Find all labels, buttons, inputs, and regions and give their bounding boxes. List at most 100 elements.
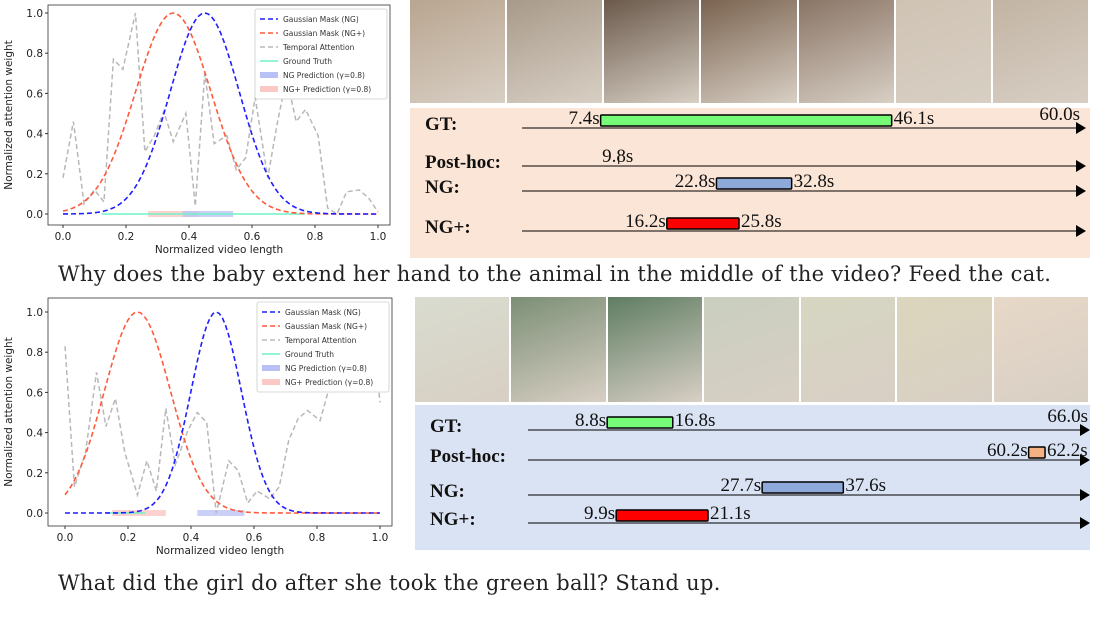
ng-prediction-span — [197, 510, 245, 516]
segment-bar — [761, 481, 845, 494]
temporal-attention-line — [62, 12, 379, 216]
segment-bar — [615, 509, 709, 522]
x-tick-label: 0.8 — [309, 532, 326, 544]
legend-label: NG+ Prediction (γ=0.8) — [285, 378, 373, 387]
legend-label: NG Prediction (γ=0.8) — [283, 71, 365, 80]
end-time-label: 62.2s — [1047, 440, 1088, 461]
caption-1: Why does the baby extend her hand to the… — [58, 262, 1052, 286]
x-tick-label: 0.4 — [181, 231, 198, 243]
gaussian-mask-ng-line — [62, 12, 379, 215]
axis-arrow-icon — [1080, 489, 1090, 501]
axis-arrow-icon — [1076, 185, 1086, 197]
video-frame — [701, 0, 797, 103]
video-frame — [410, 0, 506, 103]
start-time-label: 9.9s — [584, 503, 615, 524]
y-axis-label: Normalized attention weight — [3, 337, 15, 487]
row-label: GT: — [425, 114, 457, 135]
start-time-label: 22.8s — [675, 171, 716, 192]
x-tick-label: 0.0 — [57, 532, 74, 544]
legend-label: Gaussian Mask (NG+) — [285, 322, 367, 331]
video-duration-label: 60.0s — [1039, 104, 1080, 125]
legend-label: Temporal Attention — [284, 336, 357, 345]
x-tick-label: 0.6 — [246, 532, 263, 544]
video-frame — [415, 297, 510, 402]
legend-label: NG+ Prediction (γ=0.8) — [283, 85, 371, 94]
legend-label: NG Prediction (γ=0.8) — [285, 364, 367, 373]
x-tick-label: 0.6 — [244, 231, 261, 243]
legend-box — [256, 301, 390, 393]
y-tick-label: 0.0 — [26, 508, 43, 520]
timeline-background — [415, 405, 1090, 550]
legend-swatch — [262, 365, 280, 371]
row-label: NG+: — [425, 217, 471, 238]
y-tick-label: 1.0 — [26, 8, 43, 20]
x-tick-label: 0.0 — [55, 231, 72, 243]
plot-frame — [47, 4, 391, 226]
caption-2: What did the girl do after she took the … — [58, 571, 721, 595]
x-axis-label: Normalized video length — [155, 244, 283, 256]
start-time-label: 27.7s — [720, 475, 761, 496]
x-tick-label: 1.0 — [372, 532, 389, 544]
end-time-label: 37.6s — [845, 475, 886, 496]
axis-arrow-icon — [1080, 517, 1090, 529]
segment-bar — [666, 217, 740, 230]
start-time-label: 16.2s — [625, 211, 666, 232]
temporal-attention-line — [64, 311, 381, 514]
y-tick-label: 0.6 — [26, 387, 43, 399]
video-frame — [511, 297, 606, 402]
x-tick-label: 0.2 — [120, 532, 137, 544]
video-frame — [607, 297, 703, 402]
end-time-label: 46.1s — [894, 108, 935, 129]
y-tick-label: 0.8 — [26, 347, 43, 359]
legend-label: Ground Truth — [283, 57, 332, 66]
y-tick-label: 0.8 — [26, 48, 43, 60]
y-axis-label: Normalized attention weight — [3, 40, 15, 190]
legend-swatch — [260, 86, 278, 92]
row-label: Post-hoc: — [430, 446, 506, 467]
legend-box — [254, 8, 388, 100]
start-time-label: 7.4s — [568, 108, 599, 129]
row-label: NG: — [430, 481, 465, 502]
end-time-label: 32.8s — [794, 171, 835, 192]
video-frame — [704, 297, 799, 402]
row-label: NG+: — [430, 509, 476, 530]
segment-bar — [599, 114, 893, 127]
video-frame — [895, 0, 991, 103]
y-tick-label: 1.0 — [26, 307, 43, 319]
legend-swatch — [262, 379, 280, 385]
y-tick-label: 0.6 — [26, 88, 43, 100]
timeline-panel-2: GT: 8.8s 16.8s 66.0s Post-hoc: 60.2s 62.2s NG: 2… — [415, 405, 1090, 550]
legend-swatch — [260, 72, 278, 78]
video-frame — [800, 297, 896, 402]
chart-2: 0.0 0.2 0.4 0.6 0.8 1.0 0.0 0.2 0.4 0.6 0.8 1.0 Norm… — [3, 297, 393, 557]
axis-arrow-icon — [1080, 424, 1090, 436]
x-tick-label: 0.4 — [183, 532, 200, 544]
row-label: NG: — [425, 177, 460, 198]
timeline-panel-1: GT: 7.4s 46.1s 60.0s Post-hoc: 9.8s NG: 22.8s 32… — [410, 104, 1090, 258]
segment-bar — [606, 416, 674, 429]
video-frame — [507, 0, 603, 103]
x-tick-label: 0.2 — [118, 231, 135, 243]
start-time-label: 60.2s — [987, 440, 1028, 461]
legend-label: Gaussian Mask (NG) — [283, 15, 359, 24]
chart-1: 0.0 0.2 0.4 0.6 0.8 1.0 0.0 0.2 0.4 0.6 0.8 1.0 Norm… — [3, 4, 391, 256]
gaussian-mask-ng-line — [65, 311, 380, 514]
segment-bar — [715, 177, 793, 190]
legend-label: Gaussian Mask (NG+) — [283, 29, 365, 38]
row-label: GT: — [430, 416, 462, 437]
plot-frame — [47, 297, 393, 527]
x-tick-label: 1.0 — [370, 231, 387, 243]
end-time-label: 16.8s — [675, 410, 716, 431]
gaussian-mask-ngplus-line — [64, 311, 380, 514]
segment-bar — [1027, 446, 1046, 459]
legend-label: Gaussian Mask (NG) — [285, 308, 361, 317]
video-duration-label: 66.0s — [1047, 406, 1088, 427]
row-label: Post-hoc: — [425, 152, 501, 173]
start-time-label: 8.8s — [575, 410, 606, 431]
axis-arrow-icon — [1076, 160, 1086, 172]
legend-label: Ground Truth — [285, 350, 334, 359]
start-time-label: 9.8s — [602, 146, 633, 167]
video-frame — [993, 297, 1088, 402]
